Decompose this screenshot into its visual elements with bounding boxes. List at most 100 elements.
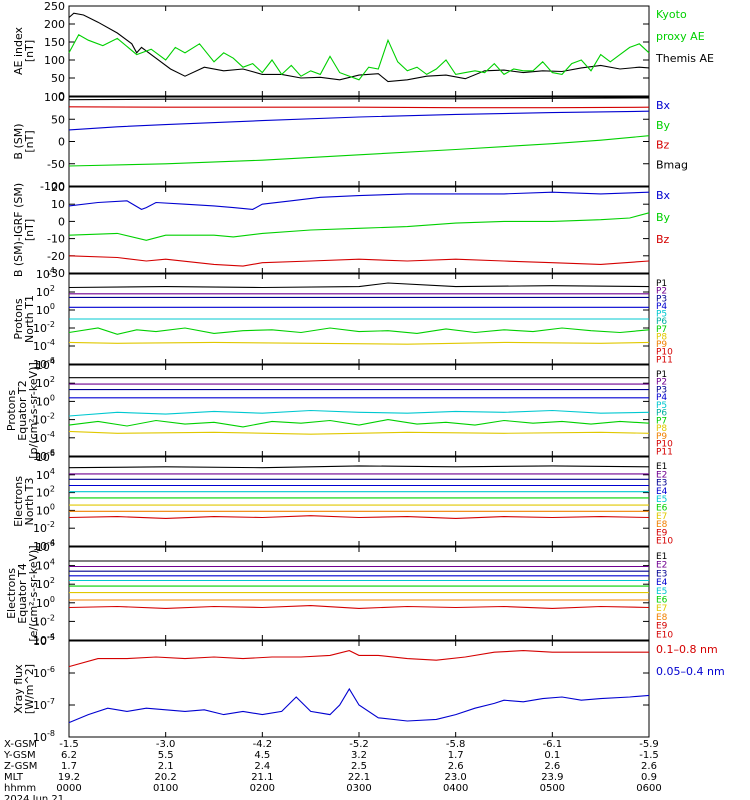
y-tick-label: 50 bbox=[51, 113, 65, 126]
y-tick-label: -10 bbox=[47, 233, 65, 246]
panel-1: 0 50 100 150 200 250 AE index[nT] Kyoto proxy AE… bbox=[12, 0, 714, 103]
panel-2: -100 -50 0 50 100 B (SM)[nT] Bx By Bz Bmag bbox=[12, 91, 688, 193]
legend-entry: P3 bbox=[656, 385, 667, 395]
series-line-e9 bbox=[68, 605, 650, 609]
series-line-0-1-0-8-nm bbox=[68, 650, 649, 668]
ephemeris-value: 0600 bbox=[636, 783, 661, 794]
series-line-bx bbox=[68, 110, 650, 131]
ephemeris-row-label: X-GSM bbox=[4, 739, 37, 750]
ephemeris-value: -6.1 bbox=[543, 739, 563, 750]
legend-entry: E7 bbox=[656, 604, 667, 614]
y-tick-label: -30 bbox=[47, 267, 65, 280]
ephemeris-value: -1.5 bbox=[639, 750, 659, 761]
ephemeris-value: 0300 bbox=[346, 783, 371, 794]
series-line-bz bbox=[68, 106, 650, 109]
legend-entry: P10 bbox=[656, 348, 673, 358]
y-axis-label: [nT] bbox=[23, 40, 36, 62]
legend-entry: E4 bbox=[656, 578, 668, 588]
legend-entry: E5 bbox=[656, 495, 667, 505]
ephemeris-value: 2.6 bbox=[448, 761, 464, 772]
y-tick-label: 100 bbox=[36, 502, 55, 517]
legend-entry: 0.1–0.8 nm bbox=[656, 643, 718, 656]
ephemeris-row-label: Y-GSM bbox=[3, 750, 36, 761]
y-axis-label: Electrons bbox=[12, 476, 25, 527]
y-tick-label: 200 bbox=[44, 18, 65, 31]
legend-entry: Bz bbox=[656, 139, 670, 152]
legend-entry: Bz bbox=[656, 233, 670, 246]
series-line-p5 bbox=[68, 409, 650, 417]
legend-entry: P8 bbox=[656, 332, 667, 342]
y-tick-label: -20 bbox=[47, 250, 65, 263]
y-tick-label: 100 bbox=[44, 91, 65, 104]
legend-entry: P10 bbox=[656, 440, 673, 450]
ephemeris-value: 0000 bbox=[56, 783, 81, 794]
series-line-bx bbox=[68, 191, 650, 211]
legend-entry: E10 bbox=[656, 630, 673, 640]
y-axis-label: [nT] bbox=[23, 219, 36, 241]
series-line-by bbox=[68, 212, 650, 241]
legend-entry: Bx bbox=[656, 99, 671, 112]
panel-frame bbox=[68, 5, 650, 97]
legend-entry: P8 bbox=[656, 424, 667, 434]
y-tick-label: 0 bbox=[58, 90, 65, 103]
ephemeris-value: 2.1 bbox=[158, 761, 174, 772]
date-label: 2024 Jun 21 bbox=[4, 794, 64, 800]
series-line-e9 bbox=[68, 515, 650, 519]
legend-entry: P1 bbox=[656, 370, 667, 380]
legend-entry: E6 bbox=[656, 504, 668, 514]
legend-entry: E5 bbox=[656, 587, 667, 597]
legend-entry: By bbox=[656, 211, 671, 224]
series-line-bmag bbox=[68, 97, 650, 101]
series-line-kyoto-proxy-ae bbox=[68, 34, 650, 81]
ephemeris-value: 2.6 bbox=[641, 761, 657, 772]
legend-entry: proxy AE bbox=[656, 30, 705, 43]
legend-entry: P3 bbox=[656, 294, 667, 304]
series-line-p8 bbox=[68, 341, 650, 345]
series-line-bz bbox=[68, 255, 650, 267]
y-tick-label: 10-2 bbox=[33, 520, 55, 535]
ephemeris-value: 23.0 bbox=[445, 772, 467, 783]
legend-entry: P11 bbox=[656, 355, 673, 365]
series-line-themis-ae bbox=[68, 12, 650, 83]
series-line-p7 bbox=[68, 419, 650, 428]
legend-entry: E3 bbox=[656, 569, 667, 579]
ephemeris-value: -1.5 bbox=[59, 739, 79, 750]
y-axis-label: [W/m^2] bbox=[23, 664, 36, 714]
legend-entry: E10 bbox=[656, 537, 673, 547]
ephemeris-value: 2.5 bbox=[351, 761, 367, 772]
y-tick-label: 100 bbox=[44, 54, 65, 67]
legend-entry: P11 bbox=[656, 447, 673, 457]
ephemeris-value: 6.2 bbox=[61, 750, 77, 761]
legend-entry: By bbox=[656, 119, 671, 132]
legend-entry: E2 bbox=[656, 561, 667, 571]
ephemeris-value: -3.0 bbox=[156, 739, 176, 750]
legend-entry: Themis AE bbox=[655, 52, 714, 65]
y-axis-label: B (SM) bbox=[12, 123, 25, 159]
y-tick-label: 100 bbox=[36, 302, 55, 317]
y-tick-label: 10-2 bbox=[33, 320, 55, 335]
legend-entry: P5 bbox=[656, 310, 667, 320]
series-line-p8 bbox=[68, 430, 650, 435]
panel-frame bbox=[68, 96, 650, 187]
y-axis-label: [nT] bbox=[23, 130, 36, 152]
ephemeris-value: 23.9 bbox=[541, 772, 563, 783]
legend-entry: Bmag bbox=[656, 158, 688, 171]
panel-frame bbox=[68, 456, 650, 547]
y-tick-label: 250 bbox=[44, 0, 65, 13]
ephemeris-value: 0100 bbox=[153, 783, 178, 794]
series-line-p7 bbox=[68, 327, 650, 335]
ephemeris-value: 1.7 bbox=[448, 750, 464, 761]
y-tick-label: 20 bbox=[51, 181, 65, 194]
legend-entry: E9 bbox=[656, 622, 668, 632]
y-tick-label: 102 bbox=[36, 485, 55, 500]
ephemeris-value: -5.8 bbox=[446, 739, 466, 750]
ephemeris-row-label: MLT bbox=[4, 772, 24, 783]
y-axis-label: [p/(cm²-s-sr-keV)] bbox=[27, 362, 40, 459]
ephemeris-value: 0.1 bbox=[544, 750, 560, 761]
y-axis-label: Protons bbox=[12, 298, 25, 339]
series-line-0-05-0-4-nm bbox=[68, 687, 650, 724]
